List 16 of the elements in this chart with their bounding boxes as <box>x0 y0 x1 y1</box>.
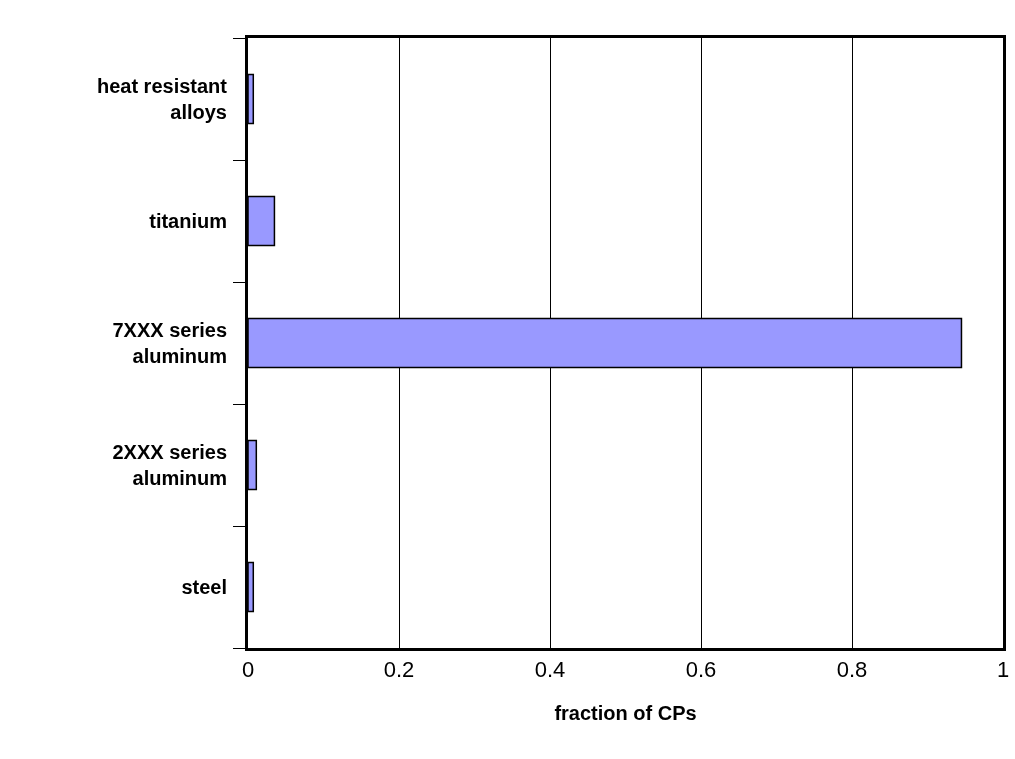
bar <box>248 561 255 613</box>
y-tick-label: heat resistant alloys <box>96 75 228 123</box>
y-tick-label: titanium <box>149 210 227 232</box>
x-tick-label: 0.4 <box>534 657 566 683</box>
bar <box>248 439 258 491</box>
x-tick-label: 0.8 <box>836 657 868 683</box>
y-tick-label: 7XXX series aluminum <box>112 319 227 367</box>
bar <box>248 73 255 125</box>
x-tick-label: 0.6 <box>685 657 717 683</box>
y-tick-label: steel <box>181 576 227 598</box>
x-tick-label: 0 <box>241 657 255 683</box>
x-tick-label: 0.2 <box>383 657 415 683</box>
x-tick-label: 1 <box>996 657 1010 683</box>
bar <box>248 195 276 247</box>
x-axis-title: fraction of CPs <box>554 701 697 724</box>
y-tick-label: 2XXX series aluminum <box>112 441 227 489</box>
